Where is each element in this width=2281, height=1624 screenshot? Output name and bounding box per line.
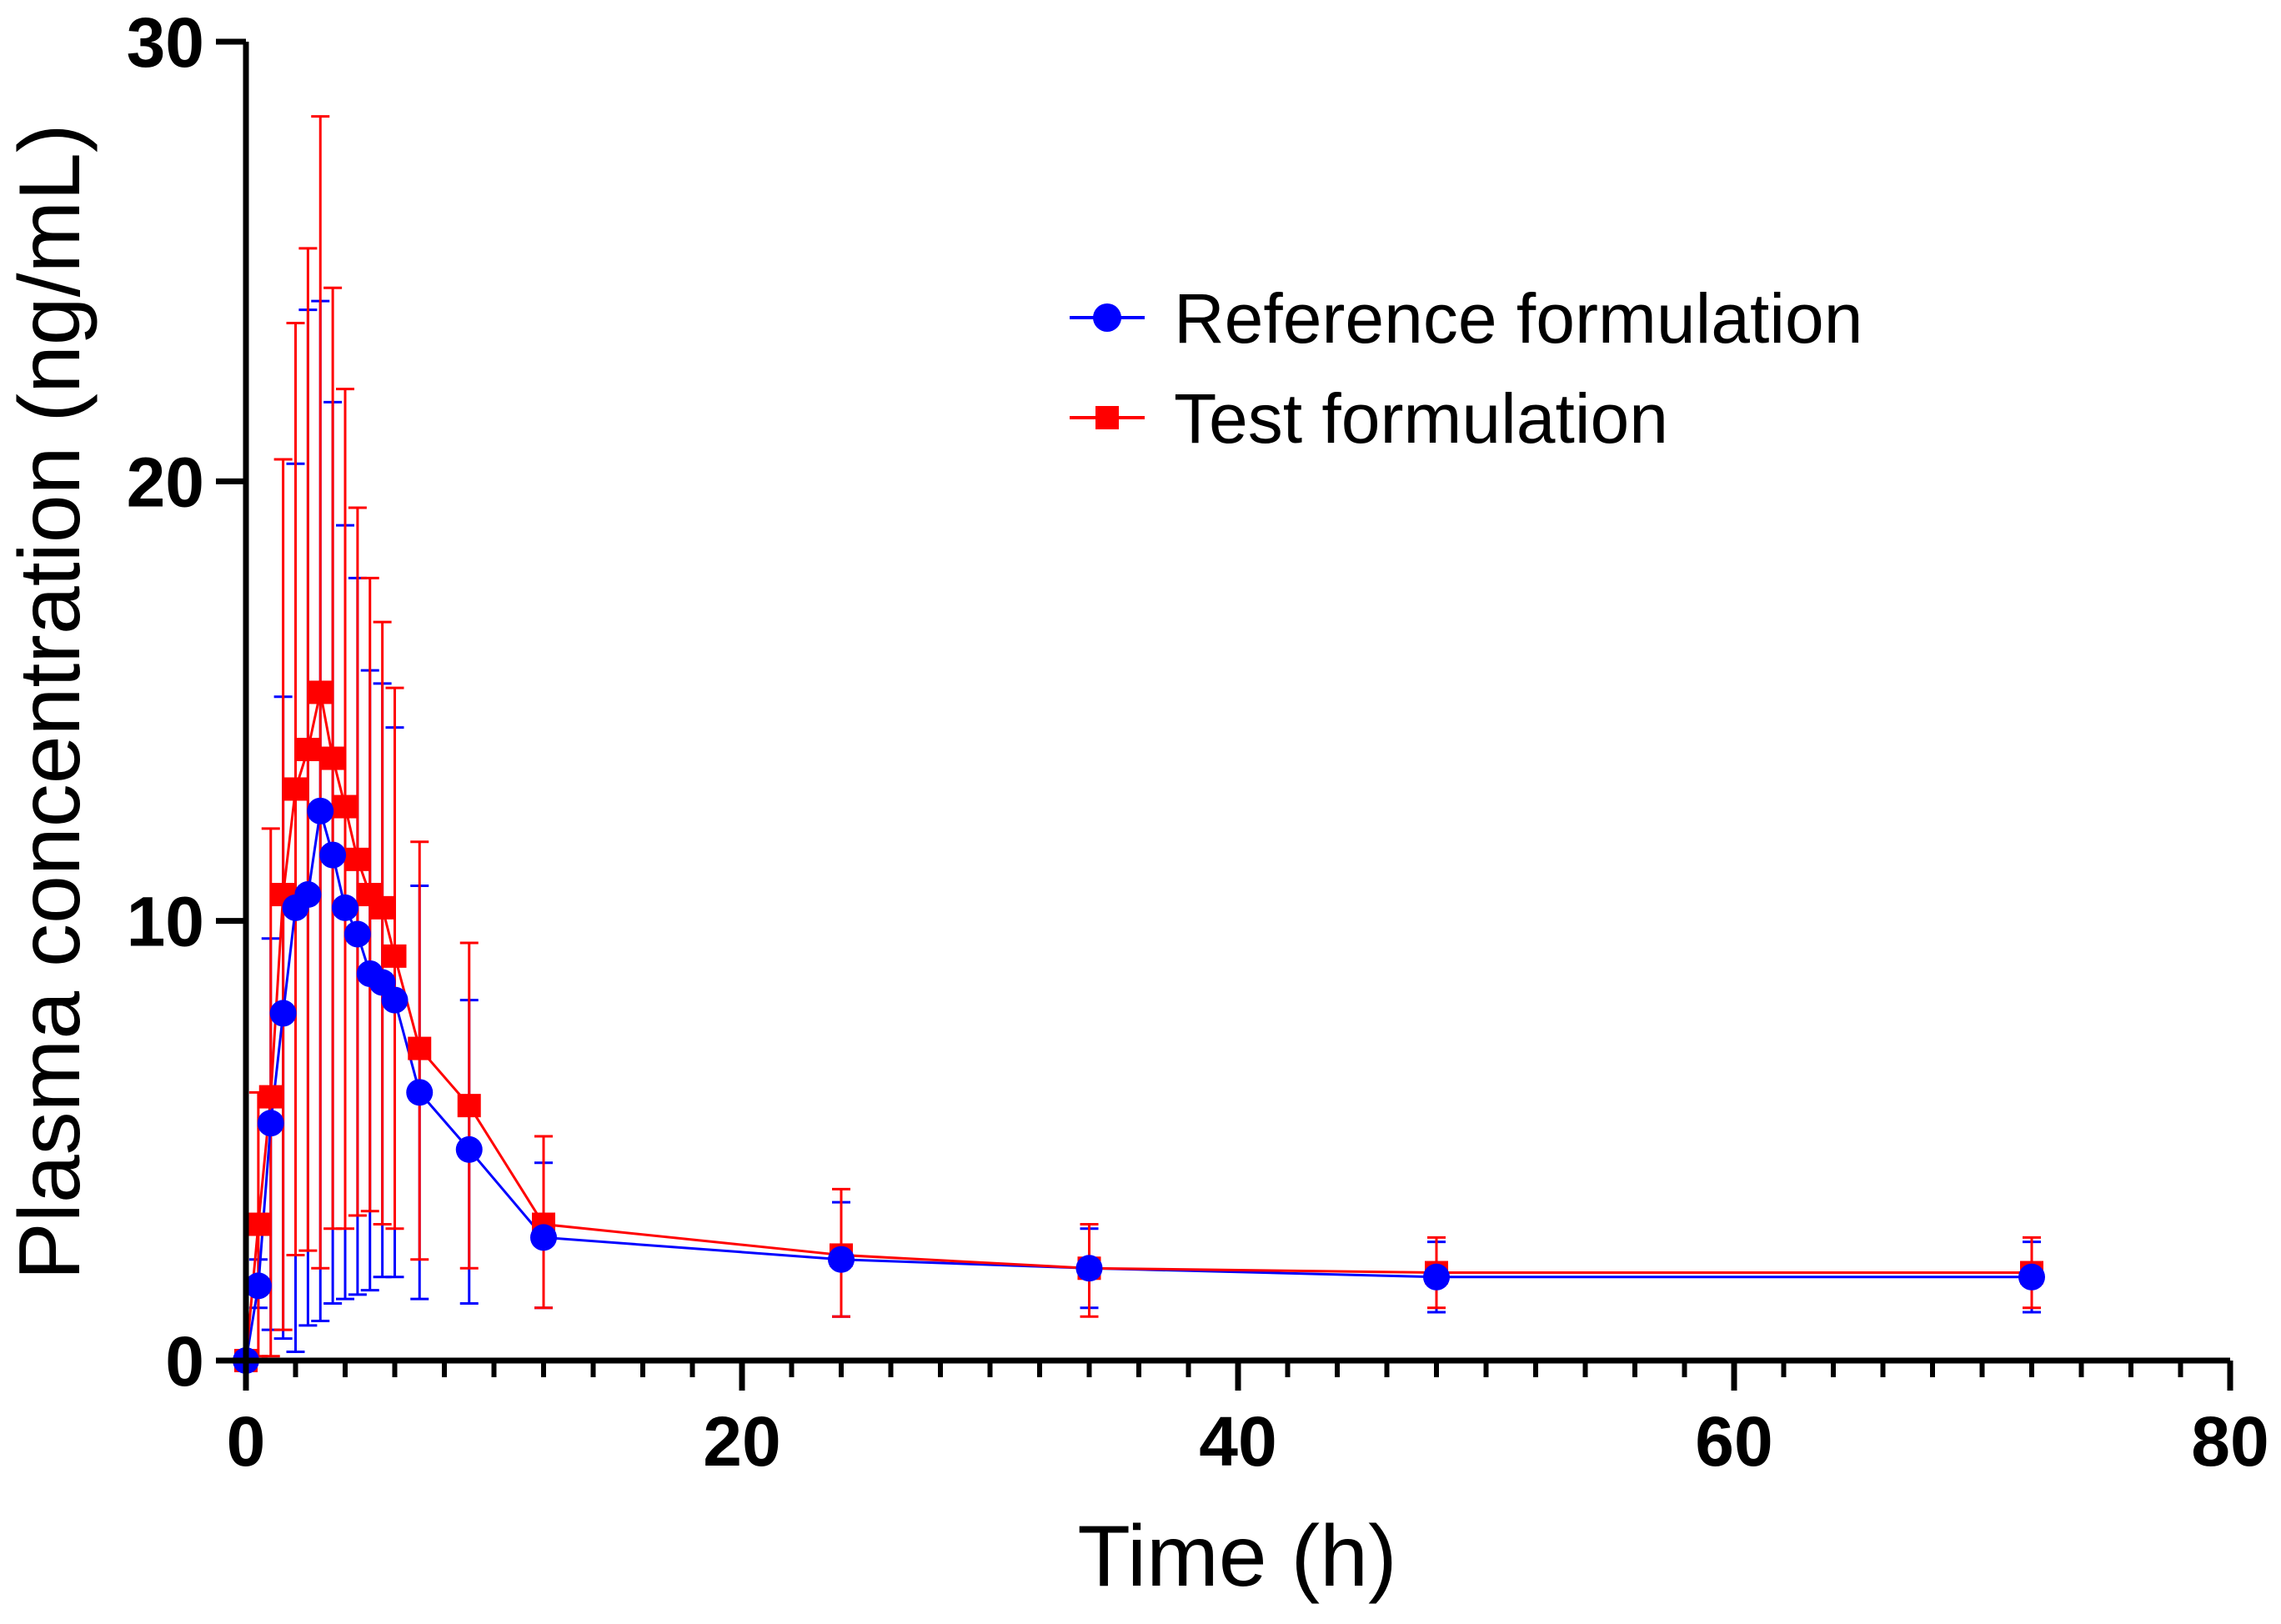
test-data-point [283, 777, 308, 801]
reference-data-point [530, 1224, 557, 1251]
test-data-point [408, 1036, 432, 1060]
y-tick-label: 10 [127, 883, 204, 961]
data-markers [233, 680, 2045, 1374]
reference-data-point [828, 1246, 855, 1273]
legend-reference-label: Reference formulation [1174, 279, 1862, 358]
legend-test-marker [1095, 406, 1119, 429]
reference-data-point [269, 1000, 297, 1027]
x-tick-label: 60 [1695, 1402, 1772, 1481]
legend-reference-marker [1093, 303, 1121, 332]
reference-series-line [244, 810, 2032, 1361]
y-tick-label: 20 [127, 443, 204, 521]
reference-data-point [319, 841, 347, 869]
x-axis-title: Time (h) [1077, 1508, 1396, 1605]
reference-data-point [455, 1135, 483, 1163]
reference-data-point [406, 1079, 434, 1106]
reference-data-point [257, 1110, 284, 1137]
test-data-point [321, 746, 345, 770]
series-lines [244, 692, 2032, 1361]
x-tick-label: 80 [2191, 1402, 2268, 1481]
reference-data-point [1075, 1255, 1103, 1282]
reference-data-point [1423, 1263, 1450, 1291]
test-data-point [246, 1212, 270, 1236]
reference-data-point [294, 881, 322, 909]
legend-test-label: Test formulation [1174, 379, 1668, 458]
reference-data-point [381, 986, 409, 1014]
test-data-point [296, 738, 320, 762]
reference-data-point [343, 920, 371, 948]
legend: Reference formulation Test formulation [1070, 279, 1862, 458]
test-data-point [370, 895, 394, 920]
y-tick-label: 30 [127, 3, 204, 82]
reference-data-point [332, 894, 358, 921]
x-tick-label: 20 [703, 1402, 780, 1481]
reference-data-point [307, 797, 334, 825]
tick-labels: 0 20 40 60 80 0 10 20 30 [127, 3, 2269, 1481]
axis-ticks [216, 38, 2233, 1391]
test-series-line [244, 692, 2032, 1361]
test-data-point [345, 847, 369, 871]
y-tick-label: 0 [165, 1322, 204, 1401]
test-data-point [308, 680, 333, 704]
x-tick-label: 40 [1199, 1402, 1276, 1481]
reference-data-point [2018, 1263, 2045, 1291]
test-data-point [457, 1094, 481, 1118]
y-axis-title: Plasma concentration (ng/mL) [2, 123, 98, 1280]
test-data-point [383, 944, 407, 968]
test-data-point [258, 1085, 283, 1109]
x-tick-label: 0 [227, 1402, 266, 1481]
test-data-point [333, 794, 357, 819]
reference-data-point [244, 1272, 272, 1300]
